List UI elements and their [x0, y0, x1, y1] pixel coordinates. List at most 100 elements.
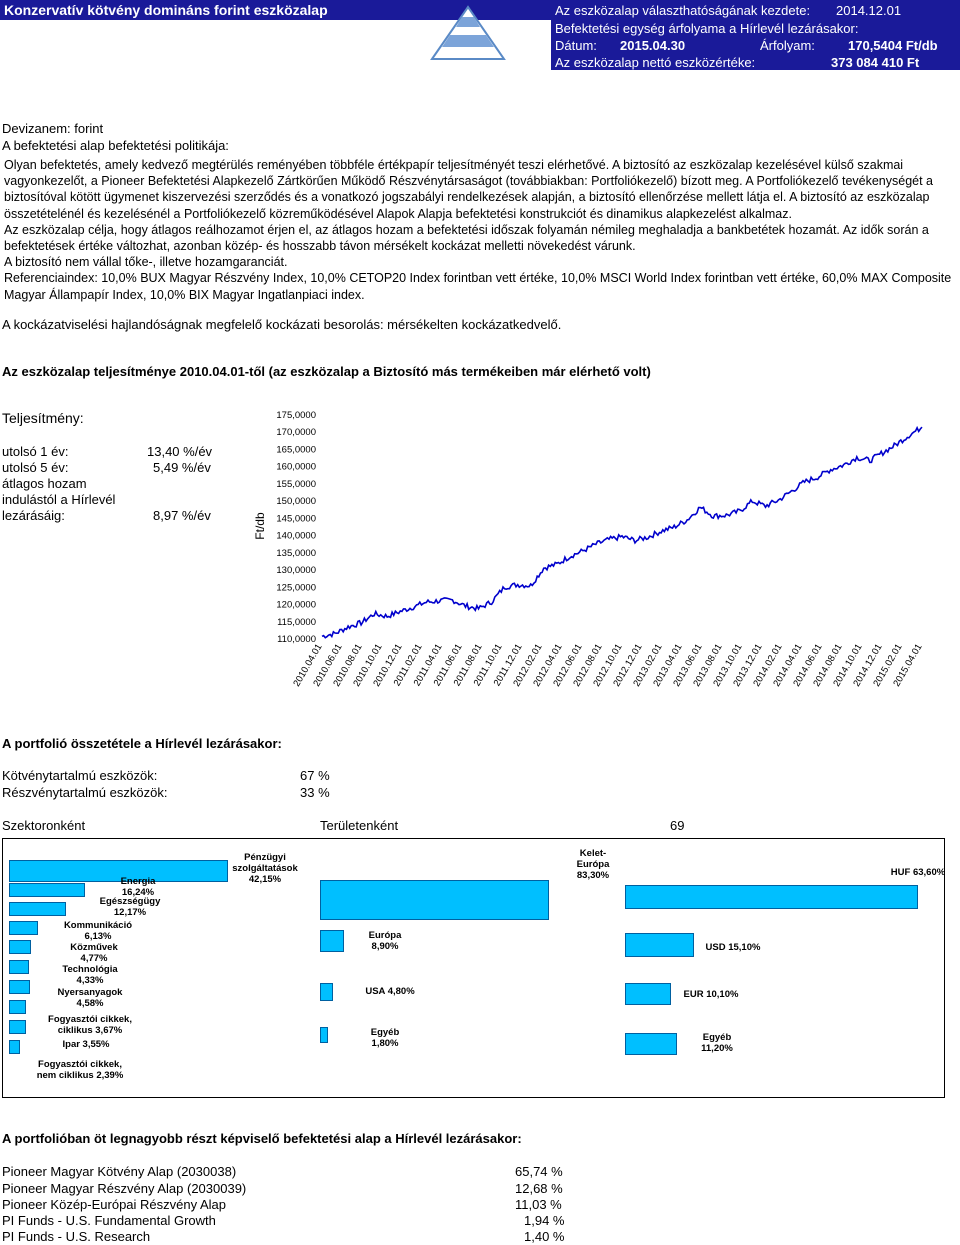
fund-share: 11,03 % — [515, 1197, 562, 1212]
equity-value: 33 % — [300, 785, 330, 800]
perf-value-since: 8,97 %/év — [153, 508, 211, 523]
region-bar — [320, 880, 550, 920]
price-line-chart: 175,0000 170,0000 165,0000 160,0000 155,0000… — [253, 410, 925, 689]
price-band — [551, 20, 960, 70]
sector-bar — [9, 960, 30, 974]
date-label: Dátum: — [555, 38, 597, 53]
nav-label: Az eszközalap nettó eszközértéke: — [555, 55, 756, 70]
currency-bar — [625, 933, 695, 957]
region-bar-label: Európa 8,90% — [368, 930, 402, 952]
price-label: Árfolyam: — [760, 38, 815, 53]
currency-bar-label: Egyéb 11,20% — [701, 1032, 733, 1054]
fund-share: 1,94 % — [524, 1213, 565, 1228]
sector-bar-label: Fogyasztói cikkek, nem ciklikus 2,39% — [36, 1059, 124, 1081]
y-tick-label: 135,0000 — [276, 548, 316, 559]
sector-bar — [9, 1040, 21, 1054]
policy-paragraph: A biztosító nem vállal tőke-, illetve ho… — [4, 255, 288, 270]
policy-paragraph: Olyan befektetés, amely kedvező megtérül… — [4, 158, 934, 221]
sector-bar — [9, 940, 32, 954]
availability-label: Az eszközalap választhatóságának kezdete… — [555, 3, 811, 18]
y-tick-label: 120,0000 — [276, 600, 316, 611]
y-tick-label: 150,0000 — [276, 496, 316, 507]
composition-charts-frame — [2, 838, 945, 1098]
perf-label-1y: utolsó 1 év: — [2, 444, 69, 459]
performance-heading: Az eszközalap teljesítménye 2010.04.01-t… — [2, 364, 651, 379]
top-funds-heading: A portfolióban öt legnagyobb részt képvi… — [2, 1131, 522, 1146]
perf-label-since-1: átlagos hozam — [2, 476, 87, 491]
pyramid-logo-icon — [430, 5, 506, 60]
currency-bar — [625, 885, 918, 909]
sector-bar — [9, 980, 31, 994]
y-tick-label: 175,0000 — [276, 410, 316, 421]
risk-classification: A kockázatviselési hajlandóságnak megfel… — [2, 317, 562, 332]
perf-value-5y: 5,49 %/év — [153, 460, 211, 475]
fund-name: Pioneer Közép-Európai Részvény Alap — [2, 1197, 227, 1212]
nav-value: 373 084 410 Ft — [831, 55, 920, 70]
sector-bar-label: Egészségügy 12,17% — [99, 896, 161, 918]
y-axis-label: Ft/db — [253, 512, 267, 540]
policy-paragraph: Referenciaindex: 10,0% BUX Magyar Részvé… — [4, 271, 952, 302]
fund-name: Pioneer Magyar Részvény Alap (2030039) — [2, 1181, 247, 1196]
sector-bar — [9, 883, 85, 897]
perf-label-since-2: indulástól a Hírlevél — [2, 492, 116, 507]
bond-label: Kötvénytartalmú eszközök: — [2, 768, 158, 783]
sector-heading: Szektoronként — [2, 818, 86, 833]
y-tick-label: 145,0000 — [276, 513, 316, 524]
sector-bar — [9, 1020, 26, 1034]
currency-bar-label: HUF 63,60% — [890, 867, 946, 878]
sector-bar-label: Technológia 4,33% — [62, 964, 118, 986]
bond-value: 67 % — [300, 768, 330, 783]
price-heading: Befektetési egység árfolyama a Hírlevél … — [555, 21, 859, 36]
fund-name: PI Funds - U.S. Research — [2, 1229, 151, 1244]
region-bar-label: Kelet- Európa 83,30% — [576, 848, 610, 881]
sector-bar-label: Ipar 3,55% — [62, 1039, 110, 1050]
date-value: 2015.04.30 — [620, 38, 686, 53]
sector-bar-label: Fogyasztói cikkek, ciklikus 3,67% — [48, 1014, 132, 1036]
y-tick-label: 160,0000 — [276, 462, 316, 473]
sector-bar-financials — [9, 860, 229, 882]
region-bar — [320, 1027, 328, 1043]
fund-name: PI Funds - U.S. Fundamental Growth — [2, 1213, 216, 1228]
sector-bar-label: Közművek 4,77% — [70, 942, 118, 964]
fund-share: 1,40 % — [524, 1229, 565, 1244]
sector-bar — [9, 921, 38, 935]
y-tick-label: 170,0000 — [276, 427, 316, 438]
region-bar — [320, 930, 345, 952]
sector-bar — [9, 902, 66, 916]
perf-label-since-3: lezárásáig: — [2, 508, 65, 523]
region-bar-label: USA 4,80% — [365, 986, 415, 997]
y-tick-label: 115,0000 — [277, 617, 316, 628]
performance-label: Teljesítmény: — [2, 410, 84, 426]
y-tick-label: 110,0000 — [277, 634, 316, 645]
fund-share: 65,74 % — [515, 1164, 563, 1179]
perf-label-5y: utolsó 5 év: — [2, 460, 69, 475]
currency-bar — [625, 1033, 677, 1055]
currency-bar-label: EUR 10,10% — [683, 989, 739, 1000]
y-tick-label: 155,0000 — [276, 479, 316, 490]
equity-label: Részvénytartalmú eszközök: — [2, 785, 168, 800]
region-bar-label: Egyéb 1,80% — [370, 1027, 400, 1049]
currency-bar-label: USD 15,10% — [705, 942, 761, 953]
fund-name: Pioneer Magyar Kötvény Alap (2030038) — [2, 1164, 237, 1179]
price-series-line — [321, 425, 923, 639]
region-heading: Területenként — [320, 818, 399, 833]
y-tick-label: 125,0000 — [276, 582, 316, 593]
sector-bar-label: Energia 16,24% — [120, 876, 156, 898]
sector-bar-label: Pénzügyi szolgáltatások 42,15% — [232, 852, 298, 885]
y-tick-label: 165,0000 — [276, 444, 316, 455]
portfolio-heading: A portfolió összetétele a Hírlevél lezár… — [2, 736, 282, 751]
policy-paragraph: Az eszközalap célja, hogy átlagos reálho… — [4, 222, 929, 254]
perf-value-1y: 13,40 %/év — [147, 444, 213, 459]
y-tick-label: 140,0000 — [276, 531, 316, 542]
sector-bar-label: Kommunikáció 6,13% — [63, 920, 133, 942]
fund-share: 12,68 % — [515, 1181, 563, 1196]
sector-bar-label: Nyersanyagok 4,58% — [57, 987, 123, 1009]
y-tick-label: 130,0000 — [276, 565, 316, 576]
fund-title: Konzervatív kötvény domináns forint eszk… — [4, 2, 328, 18]
region-bar — [320, 983, 334, 1001]
sector-bar — [9, 1000, 27, 1014]
policy-text: Olyan befektetés, amely kedvező megtérül… — [4, 157, 956, 303]
header-band — [0, 0, 960, 20]
availability-date: 2014.12.01 — [836, 3, 902, 18]
